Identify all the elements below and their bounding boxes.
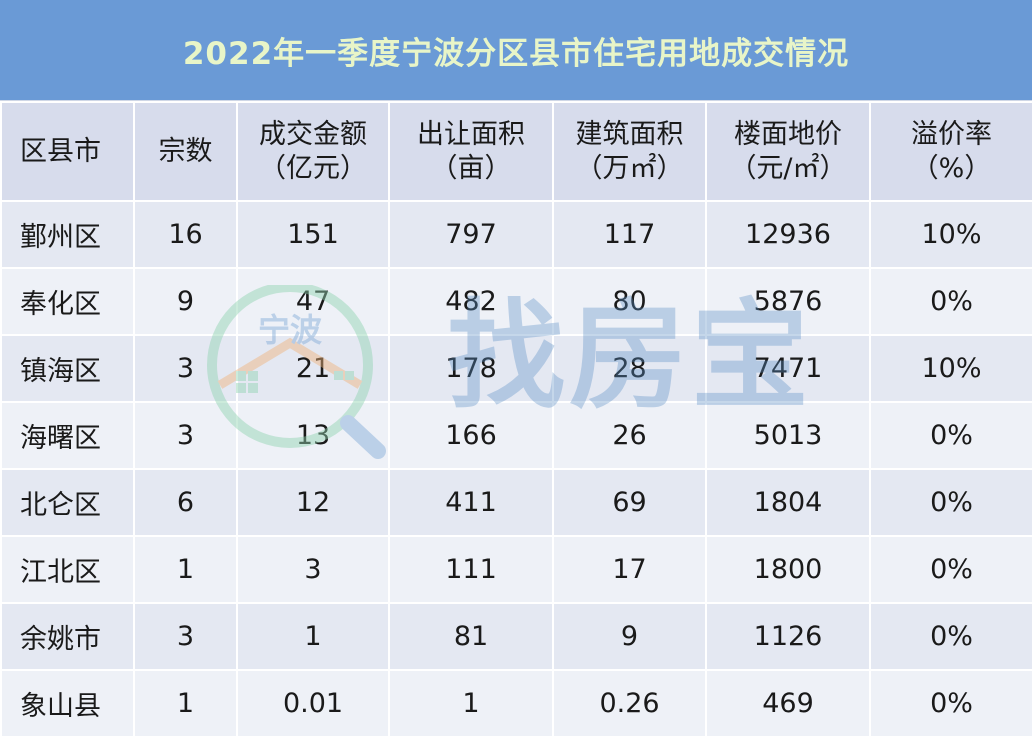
table-row: 奉化区 9 47 482 80 5876 0% xyxy=(0,267,1032,336)
table-cell: 鄞州区 xyxy=(0,200,135,269)
table-cell: 5876 xyxy=(705,267,871,336)
column-header: 出让面积 （亩） xyxy=(388,101,554,202)
column-header: 建筑面积 （万㎡） xyxy=(552,101,707,202)
table-row: 象山县 1 0.01 1 0.26 469 0% xyxy=(0,669,1032,738)
table-cell: 17 xyxy=(552,535,707,604)
table-cell: 0.26 xyxy=(552,669,707,738)
table-cell: 0% xyxy=(869,602,1032,671)
table-cell: 3 xyxy=(236,535,390,604)
table-cell: 9 xyxy=(133,267,238,336)
table-header-row: 区县市 宗数 成交金额 （亿元） 出让面积 （亩） 建筑面积 （万㎡） 楼面地价 （元/… xyxy=(0,101,1032,202)
table-cell: 21 xyxy=(236,334,390,403)
table-cell: 28 xyxy=(552,334,707,403)
table-cell: 北仑区 xyxy=(0,468,135,537)
table-cell: 1804 xyxy=(705,468,871,537)
table-cell: 1800 xyxy=(705,535,871,604)
table-cell: 26 xyxy=(552,401,707,470)
table-cell: 奉化区 xyxy=(0,267,135,336)
column-header: 溢价率 （%） xyxy=(869,101,1032,202)
table-row: 北仑区 6 12 411 69 1804 0% xyxy=(0,468,1032,537)
table-cell: 469 xyxy=(705,669,871,738)
table-cell: 178 xyxy=(388,334,554,403)
table-cell: 3 xyxy=(133,602,238,671)
table-cell: 9 xyxy=(552,602,707,671)
table-cell: 151 xyxy=(236,200,390,269)
table-cell: 0% xyxy=(869,468,1032,537)
table-cell: 12936 xyxy=(705,200,871,269)
table-row: 海曙区 3 13 166 26 5013 0% xyxy=(0,401,1032,470)
table-cell: 411 xyxy=(388,468,554,537)
table-cell: 12 xyxy=(236,468,390,537)
table-cell: 0% xyxy=(869,535,1032,604)
table-cell: 797 xyxy=(388,200,554,269)
title-bar: 2022年一季度宁波分区县市住宅用地成交情况 xyxy=(0,0,1032,100)
table-row: 镇海区 3 21 178 28 7471 10% xyxy=(0,334,1032,403)
table-cell: 6 xyxy=(133,468,238,537)
table-cell: 3 xyxy=(133,401,238,470)
table-cell: 7471 xyxy=(705,334,871,403)
page-title: 2022年一季度宁波分区县市住宅用地成交情况 xyxy=(182,35,850,72)
table-cell: 117 xyxy=(552,200,707,269)
table-cell: 69 xyxy=(552,468,707,537)
table-cell: 482 xyxy=(388,267,554,336)
table-cell: 1 xyxy=(236,602,390,671)
table-row: 江北区 1 3 111 17 1800 0% xyxy=(0,535,1032,604)
column-header: 成交金额 （亿元） xyxy=(236,101,390,202)
table-cell: 海曙区 xyxy=(0,401,135,470)
table-cell: 1 xyxy=(133,669,238,738)
table-cell: 1 xyxy=(133,535,238,604)
table-row: 鄞州区 16 151 797 117 12936 10% xyxy=(0,200,1032,269)
table-cell: 0% xyxy=(869,267,1032,336)
table-cell: 5013 xyxy=(705,401,871,470)
table-cell: 3 xyxy=(133,334,238,403)
table-cell: 10% xyxy=(869,334,1032,403)
table-cell: 80 xyxy=(552,267,707,336)
table-cell: 1 xyxy=(388,669,554,738)
column-header: 楼面地价 （元/㎡） xyxy=(705,101,871,202)
column-header: 宗数 xyxy=(133,101,238,202)
table-cell: 166 xyxy=(388,401,554,470)
table-cell: 16 xyxy=(133,200,238,269)
column-header: 区县市 xyxy=(0,101,135,202)
table-cell: 1126 xyxy=(705,602,871,671)
table-cell: 81 xyxy=(388,602,554,671)
table-cell: 0% xyxy=(869,669,1032,738)
table-cell: 10% xyxy=(869,200,1032,269)
table-cell: 0% xyxy=(869,401,1032,470)
table-cell: 0.01 xyxy=(236,669,390,738)
table-cell: 镇海区 xyxy=(0,334,135,403)
table-cell: 13 xyxy=(236,401,390,470)
table-cell: 111 xyxy=(388,535,554,604)
table-cell: 象山县 xyxy=(0,669,135,738)
table-cell: 江北区 xyxy=(0,535,135,604)
table-row: 余姚市 3 1 81 9 1126 0% xyxy=(0,602,1032,671)
table-cell: 47 xyxy=(236,267,390,336)
table-cell: 余姚市 xyxy=(0,602,135,671)
data-table: 区县市 宗数 成交金额 （亿元） 出让面积 （亩） 建筑面积 （万㎡） 楼面地价 （元/… xyxy=(0,101,1032,738)
